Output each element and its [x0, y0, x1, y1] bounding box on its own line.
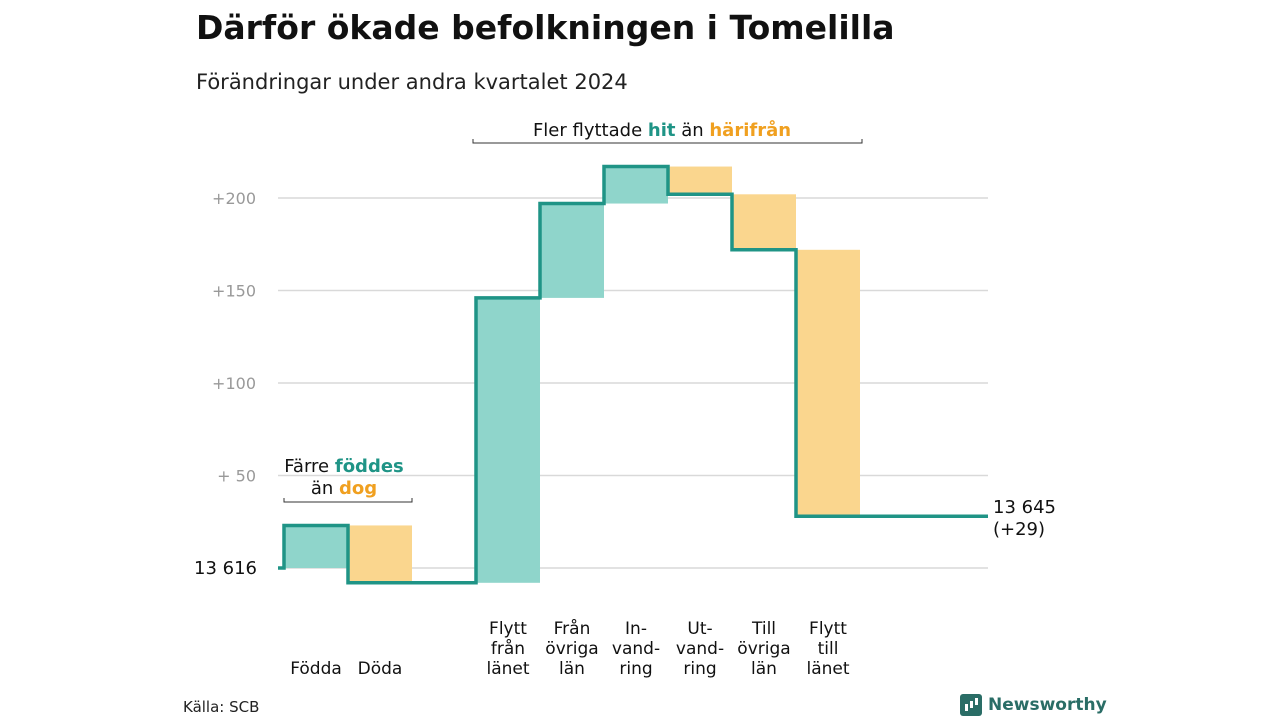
- y-tick-label: + 50: [217, 467, 256, 486]
- waterfall-bar: [540, 203, 604, 298]
- x-category-label: övriga: [737, 639, 790, 659]
- waterfall-bar: [604, 166, 668, 204]
- x-category-label: Döda: [358, 659, 403, 679]
- x-category-label: från: [491, 638, 525, 659]
- x-category-label: länet: [806, 659, 849, 679]
- x-category-label: Flytt: [489, 619, 527, 639]
- annotation-part: än: [675, 120, 709, 141]
- newsworthy-chart-icon: [960, 694, 982, 716]
- source-note: Källa: SCB: [183, 698, 260, 716]
- x-category-label: vand-: [612, 639, 660, 659]
- x-category-label: vand-: [676, 639, 724, 659]
- end-total-label: 13 645: [993, 497, 1056, 518]
- waterfall-bar: [348, 525, 412, 583]
- x-category-label: Ut-: [687, 619, 712, 639]
- end-change-label: (+29): [993, 519, 1045, 540]
- x-category-label: länet: [486, 659, 529, 679]
- x-category-label: Födda: [290, 659, 342, 679]
- annotation-part: hit: [648, 120, 676, 141]
- waterfall-bar: [284, 525, 348, 568]
- step-line: [278, 164, 988, 585]
- chart-subtitle: Förändringar under andra kvartalet 2024: [196, 70, 628, 94]
- waterfall-bar: [668, 166, 732, 195]
- bracket-births: [283, 498, 413, 503]
- y-tick-label: +200: [212, 189, 256, 208]
- x-category-label: In-: [625, 619, 647, 639]
- annotation-part: föddes: [335, 456, 404, 477]
- y-tick-label: +150: [212, 282, 256, 301]
- x-category-label: län: [751, 659, 777, 679]
- x-category-label: Från: [554, 618, 591, 639]
- brand-logo: Newsworthy: [960, 694, 1107, 716]
- x-category-label: övriga: [545, 639, 598, 659]
- annotation-migration: Fler flyttade hit än härifrån: [533, 119, 791, 141]
- bracket-migration: [472, 139, 863, 144]
- baseline-label: 13 616: [194, 558, 257, 579]
- annotation-part: dog: [339, 478, 377, 499]
- x-category-label: Flytt: [809, 619, 847, 639]
- annotation-part: Fler flyttade: [533, 120, 648, 141]
- annotation-births: Färre föddes: [284, 456, 404, 477]
- brand-name: Newsworthy: [988, 695, 1107, 715]
- x-category-label: ring: [619, 659, 652, 679]
- x-category-label: till: [818, 639, 839, 659]
- x-category-label: län: [559, 659, 585, 679]
- annotation-part: än: [311, 478, 339, 499]
- annotation-part: Färre: [284, 456, 335, 477]
- waterfall-bar: [476, 297, 540, 583]
- x-category-label: Till: [751, 619, 776, 639]
- annotation-births: än dog: [311, 478, 377, 499]
- y-tick-label: +100: [212, 374, 256, 393]
- annotation-part: härifrån: [709, 119, 791, 141]
- x-category-label: ring: [683, 659, 716, 679]
- chart-title: Därför ökade befolkningen i Tomelilla: [196, 8, 895, 47]
- waterfall-bar: [732, 194, 796, 250]
- waterfall-bar: [796, 249, 860, 517]
